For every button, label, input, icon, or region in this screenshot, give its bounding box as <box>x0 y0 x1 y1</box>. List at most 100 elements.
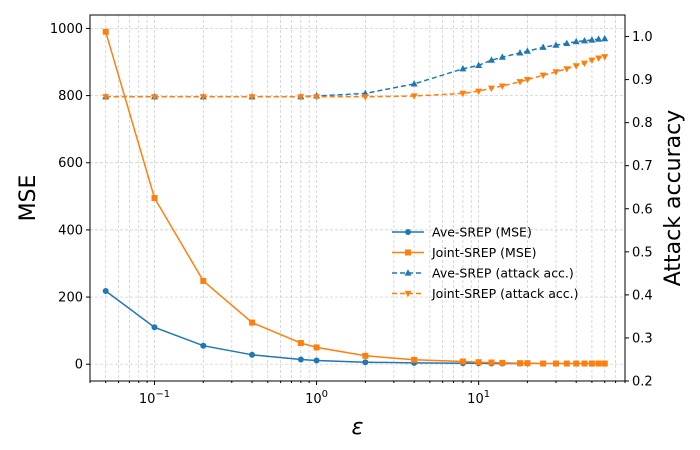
data-point <box>539 72 547 80</box>
data-point <box>199 94 207 101</box>
data-point <box>552 360 559 367</box>
data-point <box>362 359 369 366</box>
data-point <box>411 356 418 363</box>
data-point <box>459 358 466 365</box>
series-line <box>105 37 605 98</box>
x-tick-label: 10−1 <box>139 389 170 407</box>
y2-tick-label: 0.4 <box>632 288 653 303</box>
legend-item: Joint-SREP (attack acc.) <box>392 286 579 301</box>
data-point <box>581 37 589 44</box>
y-tick-label: 0 <box>75 358 83 373</box>
data-point <box>487 56 495 63</box>
data-point <box>151 324 158 331</box>
data-point <box>540 360 547 367</box>
legend-label: Ave-SREP (MSE) <box>432 225 532 240</box>
data-point <box>581 360 588 367</box>
data-point <box>475 88 483 96</box>
y2-tick-label: 0.7 <box>632 159 653 174</box>
plot-frame <box>89 14 626 382</box>
y2-tick-label: 0.6 <box>632 202 653 217</box>
data-point <box>595 35 603 42</box>
series-line <box>104 31 605 365</box>
data-point <box>362 352 369 359</box>
data-point <box>552 69 560 76</box>
data-point <box>404 290 412 298</box>
data-point <box>488 359 495 366</box>
data-point <box>498 83 506 90</box>
legend-label: Joint-SREP (MSE) <box>431 245 537 260</box>
y2-axis-label: Attack accuracy <box>661 110 686 286</box>
data-point <box>102 288 109 295</box>
y2-tick-label: 0.3 <box>632 331 653 346</box>
data-point <box>523 47 531 54</box>
data-point <box>102 28 109 35</box>
data-point <box>588 36 596 43</box>
y-tick-label: 1000 <box>50 22 83 37</box>
y2-tick-label: 1.0 <box>632 30 653 45</box>
series-line <box>105 56 605 98</box>
series-4 <box>102 54 609 101</box>
data-point <box>410 80 418 87</box>
data-point <box>601 34 609 42</box>
data-point <box>516 79 524 86</box>
y-tick-label: 200 <box>58 291 83 306</box>
legend-label: Ave-SREP (attack acc.) <box>432 266 574 281</box>
legend: Ave-SREP (MSE) Joint-SREP (MSE) Ave-SREP (… <box>392 225 579 301</box>
legend-item: Ave-SREP (MSE) <box>392 225 532 240</box>
data-point <box>297 340 304 347</box>
data-point <box>410 93 418 100</box>
data-point <box>487 85 495 92</box>
data-point <box>601 54 609 61</box>
x-axis-label: ε <box>352 415 364 440</box>
data-point <box>248 94 256 101</box>
data-point <box>499 359 506 366</box>
data-point <box>581 60 589 68</box>
data-point <box>200 342 207 349</box>
data-point <box>516 49 524 56</box>
data-point <box>475 359 482 366</box>
y2-tick-label: 0.8 <box>632 116 653 131</box>
data-point <box>498 53 506 60</box>
y2-tick-label: 0.5 <box>632 245 653 260</box>
data-point <box>151 195 158 201</box>
data-point <box>563 66 571 73</box>
data-point <box>523 76 531 84</box>
y-tick-label: 800 <box>58 89 83 104</box>
x-tick-label: 100 <box>305 389 328 407</box>
data-point <box>563 360 570 367</box>
data-point <box>405 249 411 256</box>
y-tick-label: 400 <box>58 223 83 238</box>
data-point <box>249 351 256 358</box>
data-point <box>572 37 580 45</box>
data-point <box>601 360 608 367</box>
data-point <box>572 63 580 70</box>
data-point <box>573 360 580 367</box>
legend-item: Joint-SREP (MSE) <box>392 245 537 260</box>
data-point <box>552 41 560 48</box>
y-tick-label: 600 <box>58 156 83 171</box>
data-point <box>459 65 467 72</box>
data-point <box>517 360 524 367</box>
data-point <box>524 360 531 367</box>
y-axis-label: MSE <box>16 175 41 222</box>
series-group <box>102 28 609 367</box>
data-point <box>150 94 158 101</box>
data-point <box>595 360 602 367</box>
data-point <box>459 90 467 98</box>
legend-item: Ave-SREP (attack acc.) <box>392 266 574 281</box>
data-point <box>539 43 547 50</box>
data-point <box>563 39 571 47</box>
data-point <box>297 94 305 101</box>
series-3 <box>102 34 609 100</box>
legend-label: Joint-SREP (attack acc.) <box>431 286 579 301</box>
data-point <box>102 94 110 101</box>
data-point <box>588 360 595 367</box>
tick-group: 0 200 400 600 800 1000 0.2 0.3 0.4 0.5 0.6 0.7 0.8 0.… <box>50 22 653 407</box>
data-point <box>297 356 304 363</box>
data-point <box>595 55 603 62</box>
y2-tick-label: 0.9 <box>632 73 653 88</box>
y2-tick-label: 0.2 <box>632 375 653 390</box>
series-2 <box>102 28 608 367</box>
data-point <box>475 61 483 68</box>
